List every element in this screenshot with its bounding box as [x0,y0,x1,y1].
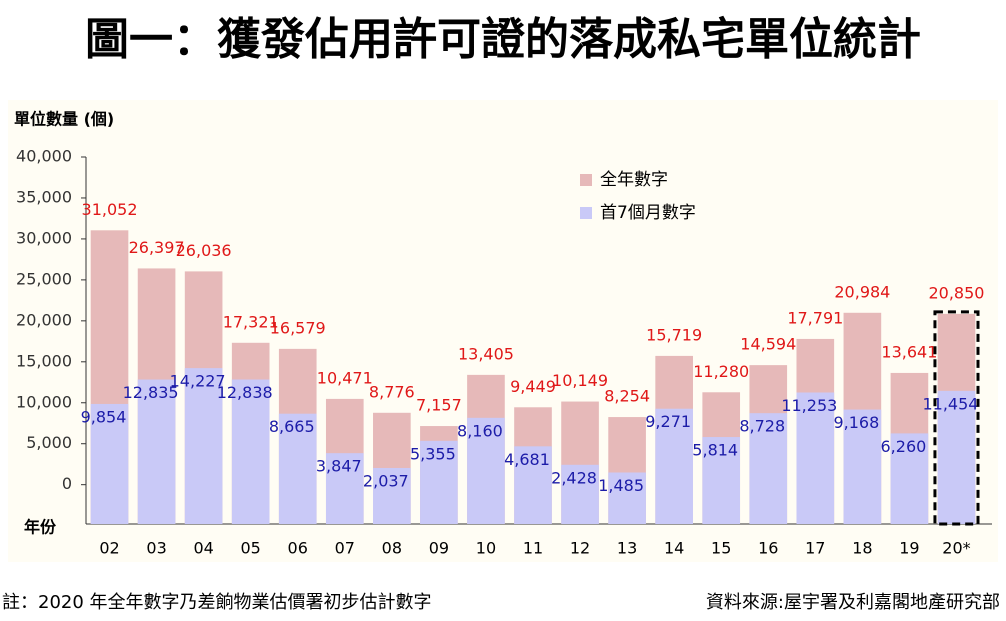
y-tick-label: 35,000 [16,187,72,206]
x-tick-label: 11 [523,539,543,558]
value-label: 8,254 [604,387,650,406]
value-label: 10,471 [317,368,373,387]
bar [373,467,411,524]
value-label: 17,321 [223,312,279,331]
bar [184,368,223,524]
value-label: 9,449 [510,377,556,396]
value-label: 9,271 [645,412,691,431]
value-label: 5,814 [692,441,738,460]
source: 資料來源:屋宇署及利嘉閣地產研究部 [706,592,1000,613]
x-tick-label: 09 [429,539,449,558]
y-tick-label: 5,000 [26,433,72,452]
value-label: 1,485 [598,476,644,495]
value-label: 15,719 [646,325,702,344]
legend-swatch [580,174,592,186]
x-tick-label: 16 [758,539,778,558]
x-tick-label: 08 [382,539,402,558]
value-label: 8,728 [739,417,785,436]
y-tick-label: 0 [62,474,72,493]
x-tick-label: 04 [193,539,213,558]
value-label: 31,052 [82,200,138,219]
value-label: 20,984 [834,282,890,301]
y-tick-label: 10,000 [16,392,72,411]
value-label: 16,579 [270,318,326,337]
legend-swatch [580,207,592,219]
value-label: 8,776 [369,382,415,401]
x-tick-label: 12 [570,539,590,558]
x-tick-label: 06 [288,539,308,558]
bar [514,446,552,524]
y-tick-label: 25,000 [16,269,72,288]
value-label: 11,253 [781,396,837,415]
bar [702,437,741,524]
value-label: 7,157 [416,396,462,415]
value-label: 9,168 [833,413,879,432]
value-label: 5,355 [410,444,456,463]
x-tick-label: 10 [476,539,496,558]
value-label: 8,665 [269,417,315,436]
value-label: 2,428 [551,468,597,487]
bar [137,379,176,524]
bar [890,433,929,524]
value-label: 13,641 [881,342,937,361]
x-tick-label: 13 [617,539,637,558]
y-tick-label: 20,000 [16,310,72,329]
value-label: 3,847 [316,457,362,476]
value-label: 6,260 [881,437,927,456]
value-label: 10,149 [552,371,608,390]
value-label: 17,791 [787,308,843,327]
value-label: 12,835 [123,383,179,402]
x-tick-label: 07 [335,539,355,558]
value-label: 26,397 [129,238,185,257]
x-tick-label: 14 [664,539,684,558]
value-label: 9,854 [81,407,127,426]
value-label: 26,036 [176,241,232,260]
value-label: 8,160 [457,421,503,440]
value-label: 2,037 [363,471,409,490]
x-tick-label: 18 [852,539,872,558]
legend-label: 首7個月數字 [600,203,696,223]
value-label: 12,838 [217,383,273,402]
bar [608,472,646,524]
bar [90,403,129,524]
bar [796,392,835,524]
y-tick-label: 30,000 [16,228,72,247]
bar [655,408,693,524]
x-tick-label: 17 [805,539,825,558]
bar [467,417,505,524]
x-tick-label: 15 [711,539,731,558]
bar [231,379,270,524]
bar [843,409,882,524]
x-axis-title: 年份 [24,518,57,537]
value-label: 11,454 [922,394,978,413]
x-tick-label: 19 [899,539,919,558]
value-label: 4,681 [504,450,550,469]
x-tick-label: 03 [146,539,166,558]
bar [325,453,364,524]
bar [937,390,976,524]
x-tick-label: 05 [241,539,261,558]
chart-title: 圖一：獲發佔用許可證的落成私宅單位統計 [85,14,921,65]
bar [278,413,317,524]
highlight-box [933,310,980,526]
x-tick-label: 02 [99,539,119,558]
y-axis-title: 單位數量 (個) [14,110,114,129]
y-tick-label: 40,000 [16,147,72,166]
bar [561,464,599,524]
value-label: 11,280 [693,362,749,381]
bar [420,440,458,524]
legend-label: 全年數字 [600,170,668,190]
value-label: 13,405 [458,344,514,363]
value-label: 14,227 [170,372,226,391]
bar [749,413,788,524]
value-label: 14,594 [740,335,796,354]
y-tick-label: 15,000 [16,351,72,370]
value-label: 20,850 [928,283,984,302]
footnote: 註：2020 年全年數字乃差餉物業估價署初步估計數字 [2,592,432,613]
x-tick-label: 20* [942,539,970,558]
